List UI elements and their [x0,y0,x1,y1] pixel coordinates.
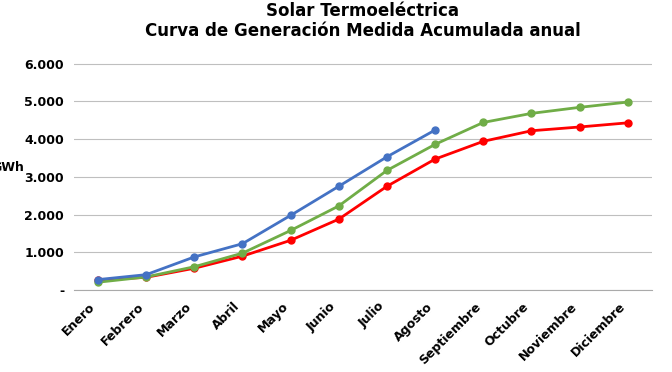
Title: Solar Termoeléctrica
Curva de Generación Medida Acumulada anual: Solar Termoeléctrica Curva de Generación… [145,1,581,40]
2019 [335,184,343,189]
Media ultimos 5 años [528,111,536,116]
2018 [142,275,150,279]
2019 [142,272,150,277]
2019 [239,241,247,246]
2018 [335,217,343,221]
2018 [383,184,391,189]
Media ultimos 5 años [383,168,391,173]
Line: 2019: 2019 [95,126,439,283]
2018 [624,121,632,125]
Media ultimos 5 años [286,228,294,233]
Line: 2018: 2018 [95,119,631,283]
2018 [479,139,487,144]
2018 [431,157,439,161]
2018 [575,125,583,129]
Media ultimos 5 años [142,275,150,279]
Media ultimos 5 años [575,105,583,110]
Media ultimos 5 años [190,264,198,269]
2018 [286,238,294,243]
2018 [239,254,247,259]
2018 [94,278,102,282]
2019 [286,213,294,218]
Media ultimos 5 años [431,142,439,147]
2018 [528,129,536,133]
2019 [190,255,198,259]
Media ultimos 5 años [94,280,102,285]
Media ultimos 5 años [624,100,632,104]
Y-axis label: GWh: GWh [0,161,24,174]
Media ultimos 5 años [239,251,247,255]
2019 [383,155,391,159]
Line: Media ultimos 5 años: Media ultimos 5 años [95,99,631,286]
Media ultimos 5 años [335,204,343,208]
2019 [94,278,102,282]
2018 [190,266,198,270]
Media ultimos 5 años [479,120,487,125]
2019 [431,128,439,132]
